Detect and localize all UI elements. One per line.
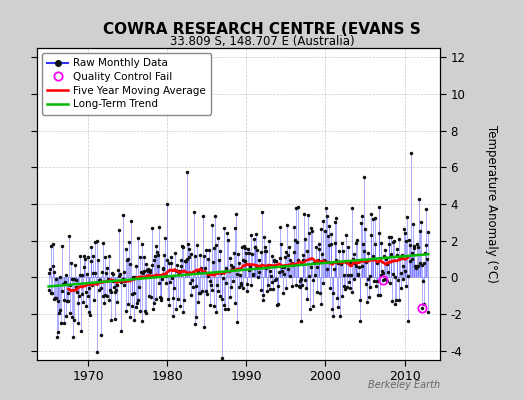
Text: Berkeley Earth: Berkeley Earth xyxy=(368,380,440,390)
Text: 33.809 S, 148.707 E (Australia): 33.809 S, 148.707 E (Australia) xyxy=(170,35,354,48)
Y-axis label: Temperature Anomaly (°C): Temperature Anomaly (°C) xyxy=(485,125,498,283)
Text: COWRA RESEARCH CENTRE (EVANS S: COWRA RESEARCH CENTRE (EVANS S xyxy=(103,22,421,37)
Legend: Raw Monthly Data, Quality Control Fail, Five Year Moving Average, Long-Term Tren: Raw Monthly Data, Quality Control Fail, … xyxy=(42,53,211,114)
